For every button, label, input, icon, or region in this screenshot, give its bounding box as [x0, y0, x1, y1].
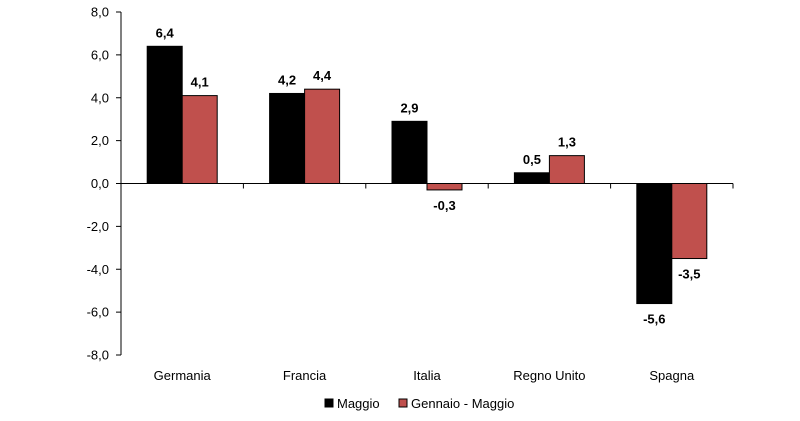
y-tick-label: 6,0	[91, 47, 109, 62]
bar-gennaio-maggio	[671, 183, 708, 260]
bar-maggio	[391, 120, 428, 185]
data-label: 4,1	[191, 75, 209, 90]
legend-label: Maggio	[337, 396, 380, 411]
legend: Maggio Gennaio - Maggio	[324, 396, 514, 411]
category-label: Francia	[283, 368, 327, 383]
bars-layer	[146, 45, 708, 305]
bar-gennaio-maggio	[548, 155, 585, 185]
labels-layer: Germania Francia Italia Regno Unito Spagna 6,…	[154, 25, 701, 383]
y-tick-label: -8,0	[87, 348, 109, 363]
y-tick-label: 2,0	[91, 133, 109, 148]
category-label: Regno Unito	[513, 368, 585, 383]
legend-label: Gennaio - Maggio	[411, 396, 514, 411]
data-label: 4,2	[278, 72, 296, 87]
bar-maggio	[146, 45, 183, 184]
data-label: -3,5	[678, 267, 700, 282]
data-label: 1,3	[558, 135, 576, 150]
y-tick-label: 8,0	[91, 5, 109, 20]
y-tick-label: -2,0	[87, 219, 109, 234]
legend-swatch	[398, 398, 408, 408]
bar-maggio	[636, 183, 673, 305]
category-label: Spagna	[649, 368, 695, 383]
data-label: 2,9	[400, 100, 418, 115]
bar-gennaio-maggio	[426, 183, 463, 191]
data-label: -0,3	[433, 198, 455, 213]
y-tick-label: -4,0	[87, 262, 109, 277]
legend-swatch	[324, 398, 334, 408]
bar-gennaio-maggio	[304, 88, 341, 184]
category-label: Germania	[154, 368, 212, 383]
axis-layer: 8,0 6,0 4,0 2,0 0,0 -2,0 -4,0 -6,0 -8,0	[87, 5, 734, 363]
y-tick-label: 4,0	[91, 90, 109, 105]
data-label: -5,6	[643, 312, 665, 327]
bar-maggio	[269, 92, 306, 184]
category-label: Italia	[413, 368, 441, 383]
bar-gennaio-maggio	[181, 95, 218, 184]
y-tick-label: -6,0	[87, 305, 109, 320]
bar-maggio	[513, 172, 550, 184]
data-label: 0,5	[523, 152, 541, 167]
data-label: 6,4	[156, 25, 175, 40]
data-label: 4,4	[313, 68, 332, 83]
y-tick-label: 0,0	[91, 176, 109, 191]
